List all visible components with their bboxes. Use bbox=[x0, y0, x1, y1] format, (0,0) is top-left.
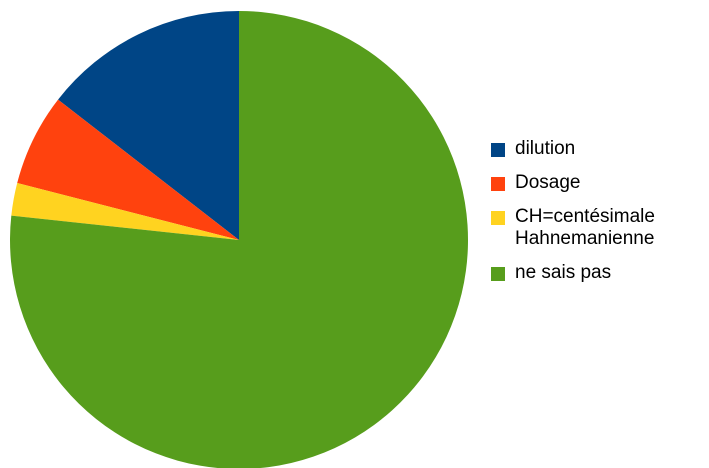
legend-item-ne-sais-pas: ne sais pas bbox=[491, 262, 706, 284]
legend-label-dilution: dilution bbox=[515, 138, 576, 159]
pie-slice-dilution bbox=[58, 10, 239, 240]
pie-slices bbox=[10, 10, 468, 468]
pie-chart bbox=[10, 10, 468, 468]
legend-label-ne-sais-pas: ne sais pas bbox=[515, 262, 612, 283]
pie-slice-dosage bbox=[17, 99, 239, 240]
pie-slice-ne-sais-pas bbox=[10, 11, 468, 468]
chart-legend: dilution Dosage CH=centésimale Hahnemani… bbox=[491, 138, 706, 296]
legend-item-dosage: Dosage bbox=[491, 172, 706, 194]
legend-label-dosage: Dosage bbox=[515, 172, 581, 193]
legend-label-ch: CH=centésimale Hahnemanienne bbox=[515, 206, 655, 249]
legend-swatch-ch bbox=[491, 211, 505, 225]
legend-item-ch: CH=centésimale Hahnemanienne bbox=[491, 206, 706, 250]
pie-slice-ch-cent-simale-hahnemanienne bbox=[11, 183, 240, 240]
legend-swatch-dilution bbox=[491, 143, 505, 157]
legend-item-dilution: dilution bbox=[491, 138, 706, 160]
legend-swatch-dosage bbox=[491, 177, 505, 191]
legend-swatch-ne-sais-pas bbox=[491, 267, 505, 281]
